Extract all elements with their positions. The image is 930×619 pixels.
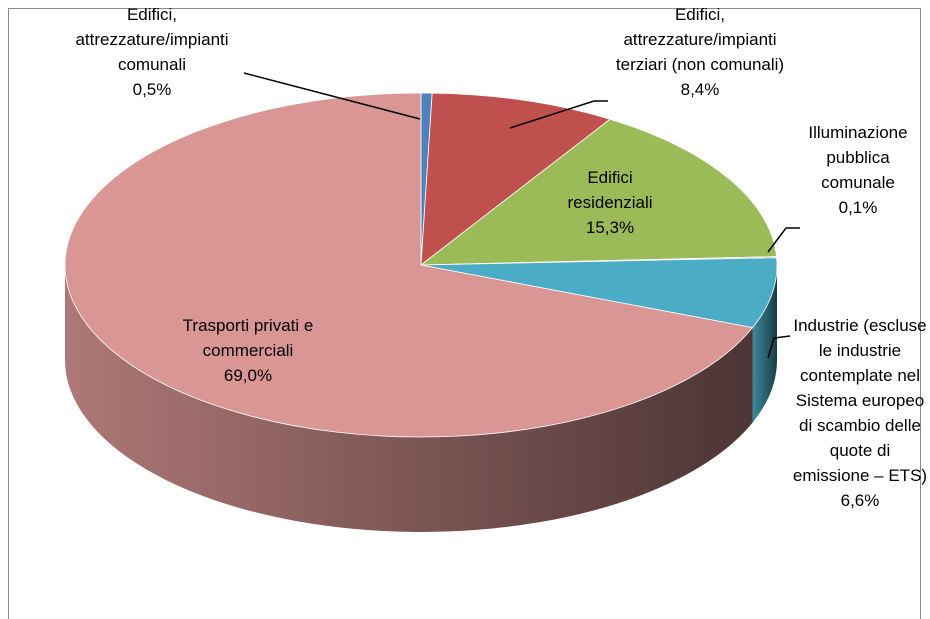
data-label: Illuminazione pubblica comunale 0,1% bbox=[788, 120, 928, 220]
slice bbox=[419, 118, 778, 266]
category-label: Edifici, attrezzature/impianti comunali bbox=[75, 5, 229, 74]
value-label: 0,1% bbox=[838, 198, 878, 217]
value-label: 69,0% bbox=[223, 366, 273, 385]
data-label: Edifici residenziali 15,3% bbox=[555, 165, 665, 240]
category-label: Illuminazione pubblica comunale bbox=[808, 123, 908, 192]
slice bbox=[64, 92, 754, 438]
chart-border bbox=[8, 8, 921, 619]
value-label: 0,5% bbox=[132, 80, 172, 99]
leader-line bbox=[767, 227, 800, 253]
data-label: Edifici, attrezzature/impianti terziari … bbox=[615, 2, 785, 102]
category-label: Edifici residenziali bbox=[567, 168, 653, 212]
value-label: 8,4% bbox=[680, 80, 720, 99]
data-label: Edifici, attrezzature/impianti comunali 0… bbox=[72, 2, 232, 102]
slice bbox=[420, 257, 778, 329]
leader-line bbox=[509, 100, 608, 129]
value-label: 15,3% bbox=[585, 218, 635, 237]
leader-line bbox=[767, 335, 791, 359]
value-label: 6,6% bbox=[840, 491, 880, 510]
data-label: Industrie (escluse le industrie contempl… bbox=[790, 313, 930, 513]
category-label: Trasporti privati e commerciali bbox=[182, 316, 314, 360]
slice-side bbox=[752, 265, 777, 423]
data-label: Trasporti privati e commerciali 69,0% bbox=[163, 313, 333, 388]
slice-side bbox=[65, 265, 753, 532]
slice bbox=[420, 92, 611, 266]
category-label: Industrie (escluse le industrie contempl… bbox=[792, 316, 928, 485]
leader-line bbox=[243, 72, 421, 120]
category-label: Edifici, attrezzature/impianti terziari … bbox=[615, 5, 785, 74]
